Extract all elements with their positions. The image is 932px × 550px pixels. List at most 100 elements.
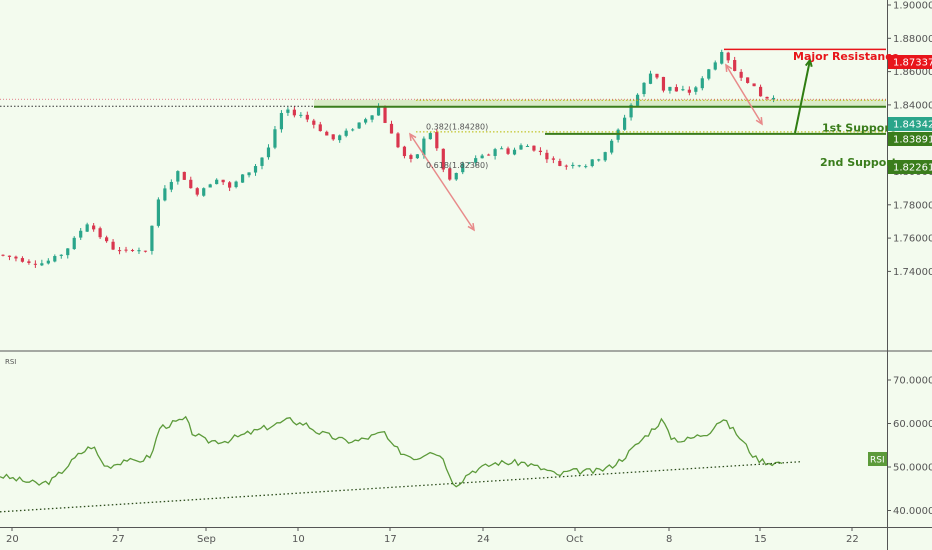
candle-body <box>279 112 284 130</box>
candle-body <box>584 166 588 168</box>
candle-body <box>208 184 212 188</box>
candle-body <box>292 109 296 116</box>
candle-body <box>720 52 724 64</box>
candle-body <box>441 148 445 170</box>
candle-body <box>143 250 148 252</box>
candle-body <box>409 155 413 159</box>
candle-body <box>163 188 167 201</box>
candle-body <box>480 155 484 159</box>
candle-body <box>577 165 581 167</box>
candle-body <box>389 123 394 134</box>
candle-body <box>713 62 717 70</box>
time-tick-label: 20 <box>6 534 19 545</box>
levels-layer <box>0 48 886 232</box>
price-tick-label: 1.90000 <box>893 1 932 12</box>
rsi-value-label: RSI <box>870 456 885 466</box>
candle-body <box>415 154 419 159</box>
time-tick-label: Oct <box>566 534 583 545</box>
candle-body <box>338 135 342 141</box>
rsi-tick-label: 40.0000 <box>893 506 932 517</box>
candle-body <box>221 179 225 183</box>
candle-body <box>642 82 646 95</box>
retracement-arrow-1-tail <box>409 132 417 142</box>
candle-body <box>648 73 653 84</box>
candle-body <box>137 250 141 252</box>
major-resistance-label: Major Resistance <box>793 50 899 63</box>
candle-body <box>610 140 614 153</box>
candle-body <box>325 131 329 136</box>
fib-382-label: 0.382(1.84280) <box>426 123 488 132</box>
zones-layer <box>314 99 886 108</box>
candle-body <box>454 172 458 180</box>
rsi-tick-label: 60.0000 <box>893 419 932 430</box>
candle-body <box>681 89 685 91</box>
candle-body <box>525 145 530 147</box>
candle-body <box>499 148 504 150</box>
rsi-trendline <box>0 461 801 513</box>
bullish-arrow-head <box>804 57 813 68</box>
candle-body <box>312 120 316 125</box>
candle-body <box>571 164 575 167</box>
retracement-arrow-2 <box>725 64 763 125</box>
candle-body <box>726 52 730 61</box>
candle-body <box>344 130 348 136</box>
candle-body <box>92 225 96 230</box>
candle-body <box>448 168 452 180</box>
candle-body <box>746 77 750 83</box>
candle-body <box>98 228 102 238</box>
candle-body <box>765 96 769 99</box>
time-tick-label: 22 <box>846 534 859 545</box>
candle-body <box>130 250 135 252</box>
candle-body <box>46 260 50 264</box>
candle-body <box>597 159 601 161</box>
candle-body <box>733 60 737 71</box>
candle-body <box>105 237 109 242</box>
current-price: 1.84342 <box>893 120 932 131</box>
candle-body <box>20 258 25 262</box>
time-tick-label: Sep <box>197 534 216 545</box>
rsi-value-tag <box>868 452 887 466</box>
candle-body <box>66 248 70 256</box>
candle-body <box>422 138 426 156</box>
candle-body <box>169 181 173 190</box>
candle-body <box>202 188 206 196</box>
candle-body <box>402 146 407 157</box>
rsi-tick-label: 70.0000 <box>893 376 932 387</box>
candle-body <box>668 86 672 91</box>
candle-body <box>364 119 368 123</box>
candle-body <box>545 152 549 160</box>
price-tick-label: 1.84000 <box>893 100 932 111</box>
candle-body <box>156 199 160 226</box>
candle-body <box>53 256 57 262</box>
candle-body <box>117 250 122 252</box>
candle-body <box>687 89 691 93</box>
candle-body <box>752 83 756 87</box>
time-tick-label: 8 <box>666 534 672 545</box>
candle-body <box>260 157 264 166</box>
candle-body <box>435 132 439 149</box>
candle-body <box>195 188 199 195</box>
candle-body <box>228 182 232 188</box>
candle-body <box>519 145 523 150</box>
candle-body <box>623 117 627 130</box>
price-tick-label: 1.78000 <box>893 200 932 211</box>
rsi-layer <box>0 415 801 513</box>
candle-body <box>661 76 666 91</box>
price-tick-label: 1.86000 <box>893 67 932 78</box>
candle-body <box>176 171 180 182</box>
price-tick-label: 1.88000 <box>893 34 932 45</box>
candle-body <box>318 124 322 132</box>
candle-body <box>85 224 89 232</box>
candle-body <box>14 256 18 259</box>
candle-body <box>532 145 536 151</box>
candle-body <box>40 263 44 266</box>
bullish-arrow <box>794 59 811 134</box>
candle-body <box>124 249 128 251</box>
candle-body <box>493 149 497 156</box>
fib-618-label: 0.618(1.82380) <box>426 161 488 170</box>
candle-body <box>189 179 193 189</box>
candle-body <box>305 114 309 120</box>
candle-body <box>739 71 743 78</box>
candle-body <box>357 122 361 129</box>
